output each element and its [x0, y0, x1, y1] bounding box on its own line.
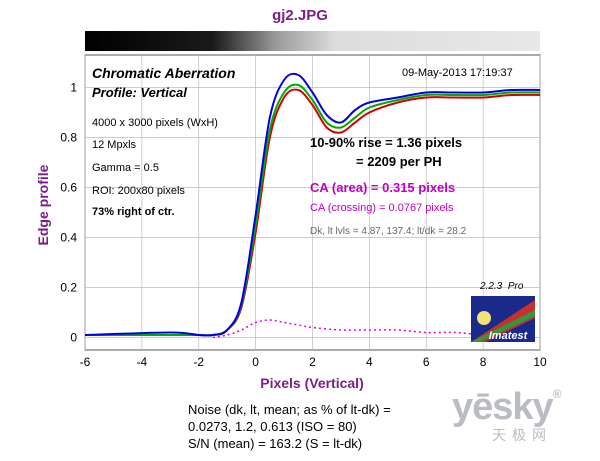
- ca-crossing: CA (crossing) = 0.0767 pixels: [310, 202, 454, 214]
- watermark-brand-text: yēsky: [452, 386, 554, 428]
- y-tick-label: 0.2: [60, 281, 77, 295]
- edition-label: Pro: [507, 281, 524, 292]
- x-tick-label: -6: [80, 355, 91, 369]
- timestamp: 09-May-2013 17:19:37: [402, 67, 513, 79]
- x-tick-label: -4: [137, 355, 148, 369]
- y-tick-label: 0.6: [60, 181, 77, 195]
- info-roi: ROI: 200x80 pixels: [92, 185, 185, 197]
- series-lines: [84, 72, 541, 339]
- dark-light-levels: Dk, lt lvls = 4.87, 137.4; lt/dk = 28.2: [310, 226, 467, 237]
- ca-area: CA (area) = 0.315 pixels: [310, 180, 456, 195]
- panel-heading: Chromatic Aberration: [92, 65, 236, 81]
- rise-line-1: 10-90% rise = 1.36 pixels: [310, 135, 463, 150]
- info-dimensions: 4000 x 3000 pixels (WxH): [92, 117, 218, 129]
- grid: [84, 55, 541, 350]
- info-gamma: Gamma = 0.5: [92, 162, 159, 174]
- y-tick-label: 0: [70, 331, 77, 345]
- noise-line-1: Noise (dk, lt, mean; as % of lt-dk) =: [188, 402, 391, 417]
- x-tick-label: 6: [423, 355, 430, 369]
- series-line-blue: [84, 72, 541, 337]
- x-tick-label: -2: [193, 355, 204, 369]
- version-label: 2.2.3 Pro: [480, 282, 523, 292]
- x-tick-label: 10: [533, 355, 547, 369]
- imatest-logo-text: Imatest: [489, 330, 529, 342]
- noise-line-3: S/N (mean) = 163.2 (S = lt-dk): [188, 436, 363, 451]
- watermark-brand: yēsky®: [452, 388, 561, 426]
- info-megapixels: 12 Mpxls: [92, 139, 137, 151]
- version-number: 2.2.3: [480, 281, 503, 292]
- noise-line-2: 0.0273, 1.2, 0.613 (ISO = 80): [188, 419, 357, 434]
- y-tick-label: 1: [70, 81, 77, 95]
- info-position: 73% right of ctr.: [92, 206, 175, 218]
- rise-line-2: = 2209 per PH: [356, 154, 442, 169]
- series-line-ca-magenta: [212, 319, 526, 339]
- x-tick-label: 0: [252, 355, 259, 369]
- x-axis-label: Pixels (Vertical): [260, 375, 364, 391]
- watermark-registered: ®: [552, 387, 562, 401]
- tick-labels: -6 -4 -2 0 2 4 6 8 10 0 0.2 0.4 0.6 0.8 1: [60, 81, 547, 370]
- watermark-sub: 天极网: [492, 427, 552, 443]
- x-tick-label: 8: [480, 355, 487, 369]
- y-tick-label: 0.4: [60, 231, 77, 245]
- chart-title: gj2.JPG: [272, 7, 328, 24]
- edge-grayscale-strip: [85, 31, 540, 51]
- imatest-logo: Imatest: [471, 296, 535, 342]
- y-tick-label: 0.8: [60, 131, 77, 145]
- x-tick-label: 2: [309, 355, 316, 369]
- y-axis-label: Edge profile: [35, 164, 51, 245]
- panel-profile: Profile: Vertical: [92, 85, 187, 100]
- x-tick-label: 4: [366, 355, 373, 369]
